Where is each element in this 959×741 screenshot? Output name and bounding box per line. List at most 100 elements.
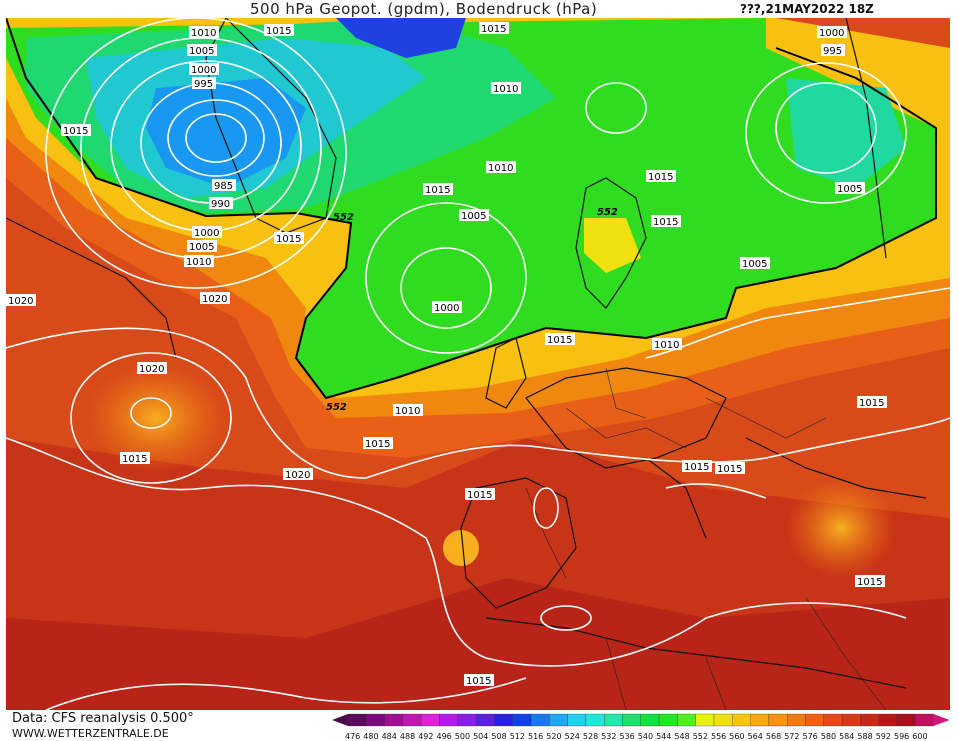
isobars: [6, 18, 950, 710]
colorbar-tick-label: 532: [601, 732, 616, 741]
colorbar-tick-label: 544: [656, 732, 671, 741]
colorbar-tick-label: 572: [784, 732, 799, 741]
colorbar-swatch: [439, 713, 458, 727]
colorbar-swatch: [622, 713, 641, 727]
colorbar-swatch: [750, 713, 770, 727]
svg-text:1015: 1015: [653, 217, 678, 228]
isohypse-552: [6, 18, 937, 400]
data-source: Data: CFS reanalysis 0.500°: [12, 711, 194, 726]
colorbar-swatch: [549, 713, 568, 727]
colorbar-swatch: [384, 713, 404, 727]
svg-text:1015: 1015: [276, 234, 301, 245]
svg-text:1015: 1015: [857, 577, 882, 588]
svg-text:1000: 1000: [194, 228, 219, 239]
colorbar-swatch: [512, 713, 532, 727]
svg-text:1005: 1005: [742, 259, 767, 270]
svg-text:1005: 1005: [837, 184, 862, 195]
colorbar-swatch: [860, 713, 879, 727]
colorbar-swatch: [823, 713, 843, 727]
colorbar-tick-label: 476: [345, 732, 360, 741]
colorbar-tick-label: 548: [674, 732, 689, 741]
colorbar-tick-label: 540: [638, 732, 653, 741]
svg-text:1010: 1010: [191, 28, 216, 39]
colorbar-swatch: [768, 713, 788, 727]
colorbar-tick-label: 588: [857, 732, 872, 741]
colorbar-tick-label: 568: [766, 732, 781, 741]
svg-text:1015: 1015: [684, 462, 709, 473]
colorbar-swatch: [402, 713, 422, 727]
weather-map: 1010 1015 1005 1000 995 985 990 1000 100…: [6, 18, 950, 710]
colorbar-swatch: [457, 713, 477, 727]
colorbar-tick-label: 576: [803, 732, 818, 741]
colorbar-swatch: [915, 713, 934, 727]
colorbar-ticks: 476 480 484 488 492 496 500 504 508 512 516 520 524 5…: [345, 732, 928, 741]
svg-text:995: 995: [194, 79, 213, 90]
colorbar-tick-label: 592: [876, 732, 891, 741]
svg-text:1015: 1015: [467, 490, 492, 501]
colorbar-tick-label: 528: [583, 732, 598, 741]
colorbar-swatch: [530, 713, 550, 727]
svg-text:1005: 1005: [461, 211, 486, 222]
svg-text:985: 985: [214, 181, 233, 192]
scandinavia-552-pocket: [584, 218, 641, 273]
svg-text:1015: 1015: [266, 26, 291, 37]
svg-text:1010: 1010: [493, 84, 518, 95]
svg-text:1020: 1020: [139, 364, 164, 375]
colorbar-tick-label: 600: [912, 732, 927, 741]
colorbar-swatch: [567, 713, 587, 727]
colorbar-arrow-low: [332, 714, 348, 726]
svg-text:990: 990: [211, 199, 230, 210]
run-timestamp: ???,21MAY2022 18Z: [740, 2, 874, 16]
colorbar-swatch: [695, 713, 715, 727]
svg-text:1000: 1000: [434, 303, 459, 314]
colorbar-tick-label: 516: [528, 732, 543, 741]
colorbar-swatch: [421, 713, 440, 727]
colorbar-tick-label: 504: [473, 732, 488, 741]
colorbar-swatch: [347, 713, 367, 727]
azores-high: [86, 363, 226, 473]
colorbar-tick-label: 480: [363, 732, 378, 741]
colorbar-tick-label: 552: [693, 732, 708, 741]
svg-text:1015: 1015: [63, 126, 88, 137]
svg-text:552: 552: [597, 207, 618, 218]
svg-text:1020: 1020: [285, 470, 310, 481]
colorbar-tick-label: 508: [491, 732, 506, 741]
colorbar-swatch: [585, 713, 605, 727]
svg-text:1015: 1015: [717, 464, 742, 475]
svg-text:1015: 1015: [425, 185, 450, 196]
svg-text:1000: 1000: [819, 28, 844, 39]
colorbar-tick-label: 512: [510, 732, 525, 741]
svg-text:1000: 1000: [191, 65, 216, 76]
colorbar-tick-label: 580: [821, 732, 836, 741]
svg-text:995: 995: [823, 46, 842, 57]
colorbar: 476 480 484 488 492 496 500 504 508 512 516 520 524 5…: [332, 713, 950, 741]
svg-text:1010: 1010: [488, 163, 513, 174]
website-label: WWW.WETTERZENTRALE.DE: [12, 727, 169, 740]
country-borders: [525, 367, 887, 710]
colorbar-tick-label: 496: [437, 732, 452, 741]
svg-text:1015: 1015: [122, 454, 147, 465]
colorbar-tick-label: 560: [729, 732, 744, 741]
svg-text:1020: 1020: [8, 296, 33, 307]
colorbar-swatch: [787, 713, 806, 727]
colorbar-tick-label: 524: [565, 732, 580, 741]
iberia-warm-spot: [443, 530, 479, 566]
svg-text:1015: 1015: [481, 24, 506, 35]
colorbar-tick-label: 488: [400, 732, 415, 741]
svg-text:1010: 1010: [395, 406, 420, 417]
map-title: 500 hPa Geopot. (gpdm), Bodendruck (hPa): [250, 0, 598, 18]
colorbar-swatch: [878, 713, 898, 727]
svg-text:1015: 1015: [859, 398, 884, 409]
trough-east-teal: [786, 78, 906, 188]
colorbar-tick-label: 556: [711, 732, 726, 741]
isobar-labels: 1010 1015 1005 1000 995 985 990 1000 100…: [6, 22, 887, 687]
svg-text:1015: 1015: [365, 439, 390, 450]
svg-text:1015: 1015: [648, 172, 673, 183]
colorbar-swatch: [732, 713, 751, 727]
colorbar-tick-label: 584: [839, 732, 854, 741]
trough-deep-blue: [336, 18, 466, 58]
colorbar-tick-label: 500: [455, 732, 470, 741]
svg-text:1010: 1010: [186, 257, 211, 268]
field-hot-south: [6, 578, 950, 710]
colorbar-swatch: [658, 713, 678, 727]
